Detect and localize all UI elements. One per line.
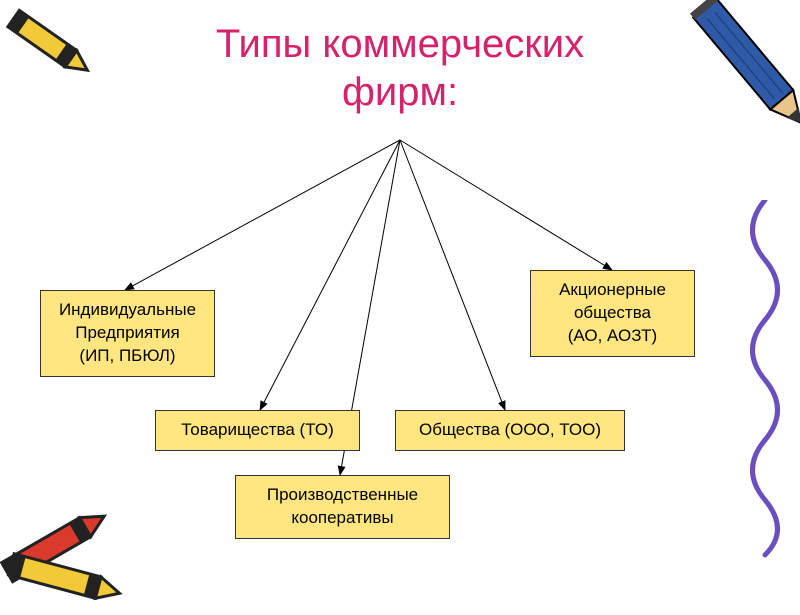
diagram-title: Типы коммерческих фирм:: [216, 20, 584, 116]
node-box-n2: Товарищества (ТО): [155, 410, 360, 451]
arrow-to-n5: [400, 140, 612, 270]
node-box-n1: Индивидуальные Предприятия (ИП, ПБЮЛ): [40, 290, 215, 377]
crayon-yellow-topleft: [0, 0, 110, 90]
squiggle-purple-right: [735, 200, 795, 560]
arrow-to-n2: [260, 140, 400, 410]
crayons-bottomleft: [0, 465, 165, 615]
node-label: Производственные кооперативы: [267, 484, 418, 530]
node-box-n5: Акционерные общества (АО, АОЗТ): [530, 270, 695, 357]
node-box-n4: Общества (ООО, ТОО): [395, 410, 625, 451]
pencil-blue-topright: [660, 0, 800, 170]
node-label: Общества (ООО, ТОО): [419, 419, 601, 442]
arrow-to-n4: [400, 140, 505, 410]
node-box-n3: Производственные кооперативы: [235, 475, 450, 539]
arrow-to-n1: [125, 140, 400, 290]
node-label: Индивидуальные Предприятия (ИП, ПБЮЛ): [59, 299, 196, 368]
node-label: Товарищества (ТО): [181, 419, 333, 442]
node-label: Акционерные общества (АО, АОЗТ): [559, 279, 666, 348]
